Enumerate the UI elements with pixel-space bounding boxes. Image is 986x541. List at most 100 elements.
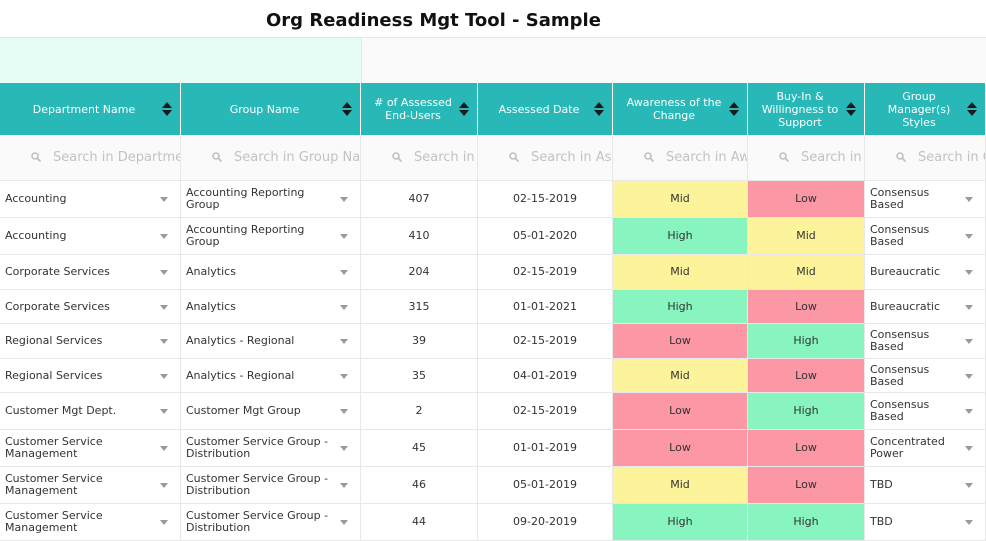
table-row[interactable]: Corporate Services Analytics 204 02-15-2019… [0,255,986,290]
cell-department[interactable]: Regional Services [0,324,181,358]
search-input-department[interactable] [30,150,180,165]
chevron-down-icon[interactable] [965,197,973,202]
cell-awareness: High [613,218,748,254]
cell-department[interactable]: Corporate Services [0,255,181,289]
cell-group[interactable]: Analytics - Regional [181,324,361,358]
cell-assessed: 410 [361,218,478,254]
cell-department[interactable]: Corporate Services [0,290,181,323]
cell-department[interactable]: Accounting [0,218,181,254]
cell-style[interactable]: Consensus Based [865,393,986,429]
search-input-assessed[interactable] [391,150,477,165]
cell-date: 09-20-2019 [478,504,613,540]
cell-text: Corporate Services [5,265,110,278]
search-input-buyin[interactable] [778,150,864,165]
cell-department[interactable]: Customer Service Management [0,430,181,466]
cell-style[interactable]: Consensus Based [865,218,986,254]
table-row[interactable]: Customer Service Management Customer Serv… [0,430,986,467]
search-input-date[interactable] [508,150,612,165]
cell-text: Customer Service Group - Distribution [186,472,329,497]
chevron-down-icon[interactable] [965,409,973,414]
chevron-down-icon[interactable] [965,339,973,344]
chevron-down-icon[interactable] [340,483,348,488]
sort-icon[interactable] [594,102,604,116]
chevron-down-icon[interactable] [340,270,348,275]
chevron-down-icon[interactable] [160,304,168,310]
table-row[interactable]: Regional Services Analytics - Regional 35 0… [0,359,986,393]
column-header-date[interactable]: Assessed Date [478,83,613,135]
cell-text: High [793,334,819,347]
search-input-awareness[interactable] [643,150,747,165]
chevron-down-icon[interactable] [340,234,348,239]
column-header-department[interactable]: Department Name [0,83,181,135]
cell-text: Regional Services [5,334,103,347]
cell-style[interactable]: Consensus Based [865,181,986,217]
chevron-down-icon[interactable] [340,304,348,310]
cell-buyin: High [748,393,865,429]
cell-department[interactable]: Customer Mgt Dept. [0,393,181,429]
chevron-down-icon[interactable] [160,446,168,451]
chevron-down-icon[interactable] [160,197,168,202]
column-header-buyin[interactable]: Buy-In & Willingness to Support [748,83,865,135]
chevron-down-icon[interactable] [160,409,168,414]
table-row[interactable]: Customer Service Management Customer Serv… [0,504,986,541]
cell-group[interactable]: Accounting Reporting Group [181,181,361,217]
cell-group[interactable]: Analytics - Regional [181,359,361,392]
table-row[interactable]: Accounting Accounting Reporting Group 407 0… [0,181,986,218]
search-input-group[interactable] [211,150,360,165]
sort-icon[interactable] [459,102,469,116]
chevron-down-icon[interactable] [340,339,348,344]
sort-icon[interactable] [729,102,739,116]
cell-department[interactable]: Regional Services [0,359,181,392]
chevron-down-icon[interactable] [965,520,973,525]
cell-group[interactable]: Customer Service Group - Distribution [181,467,361,503]
column-header-group[interactable]: Group Name [181,83,361,135]
sort-icon[interactable] [967,102,977,116]
table-row[interactable]: Customer Service Management Customer Serv… [0,467,986,504]
sort-icon[interactable] [162,102,172,116]
cell-group[interactable]: Accounting Reporting Group [181,218,361,254]
cell-style[interactable]: Bureaucratic [865,290,986,323]
cell-style[interactable]: Concentrated Power [865,430,986,466]
chevron-down-icon[interactable] [340,520,348,525]
cell-department[interactable]: Customer Service Management [0,504,181,540]
column-header-awareness[interactable]: Awareness of the Change [613,83,748,135]
table-row[interactable]: Accounting Accounting Reporting Group 410 0… [0,218,986,255]
chevron-down-icon[interactable] [965,304,973,310]
cell-group[interactable]: Customer Service Group - Distribution [181,504,361,540]
cell-group[interactable]: Customer Service Group - Distribution [181,430,361,466]
table-row[interactable]: Regional Services Analytics - Regional 39 0… [0,324,986,359]
cell-style[interactable]: TBD [865,467,986,503]
chevron-down-icon[interactable] [160,483,168,488]
cell-department[interactable]: Customer Service Management [0,467,181,503]
chevron-down-icon[interactable] [340,373,348,379]
chevron-down-icon[interactable] [965,234,973,239]
chevron-down-icon[interactable] [965,446,973,451]
chevron-down-icon[interactable] [965,373,973,379]
chevron-down-icon[interactable] [340,197,348,202]
chevron-down-icon[interactable] [965,483,973,488]
chevron-down-icon[interactable] [340,446,348,451]
cell-department[interactable]: Accounting [0,181,181,217]
chevron-down-icon[interactable] [160,234,168,239]
sort-icon[interactable] [342,102,352,116]
cell-group[interactable]: Analytics [181,255,361,289]
chevron-down-icon[interactable] [965,270,973,275]
chevron-down-icon[interactable] [160,270,168,275]
sort-icon[interactable] [846,102,856,116]
cell-style[interactable]: Bureaucratic [865,255,986,289]
cell-style[interactable]: Consensus Based [865,359,986,392]
chevron-down-icon[interactable] [160,373,168,379]
column-header-assessed[interactable]: # of Assessed End-Users [361,83,478,135]
chevron-down-icon[interactable] [340,409,348,414]
cell-assessed: 39 [361,324,478,358]
cell-style[interactable]: Consensus Based [865,324,986,358]
column-header-style[interactable]: Group Manager(s) Styles [865,83,986,135]
cell-group[interactable]: Analytics [181,290,361,323]
search-input-style[interactable] [895,150,985,165]
cell-style[interactable]: TBD [865,504,986,540]
cell-group[interactable]: Customer Mgt Group [181,393,361,429]
chevron-down-icon[interactable] [160,339,168,344]
chevron-down-icon[interactable] [160,520,168,525]
table-row[interactable]: Corporate Services Analytics 315 01-01-2021… [0,290,986,324]
table-row[interactable]: Customer Mgt Dept. Customer Mgt Group 2 02-… [0,393,986,430]
